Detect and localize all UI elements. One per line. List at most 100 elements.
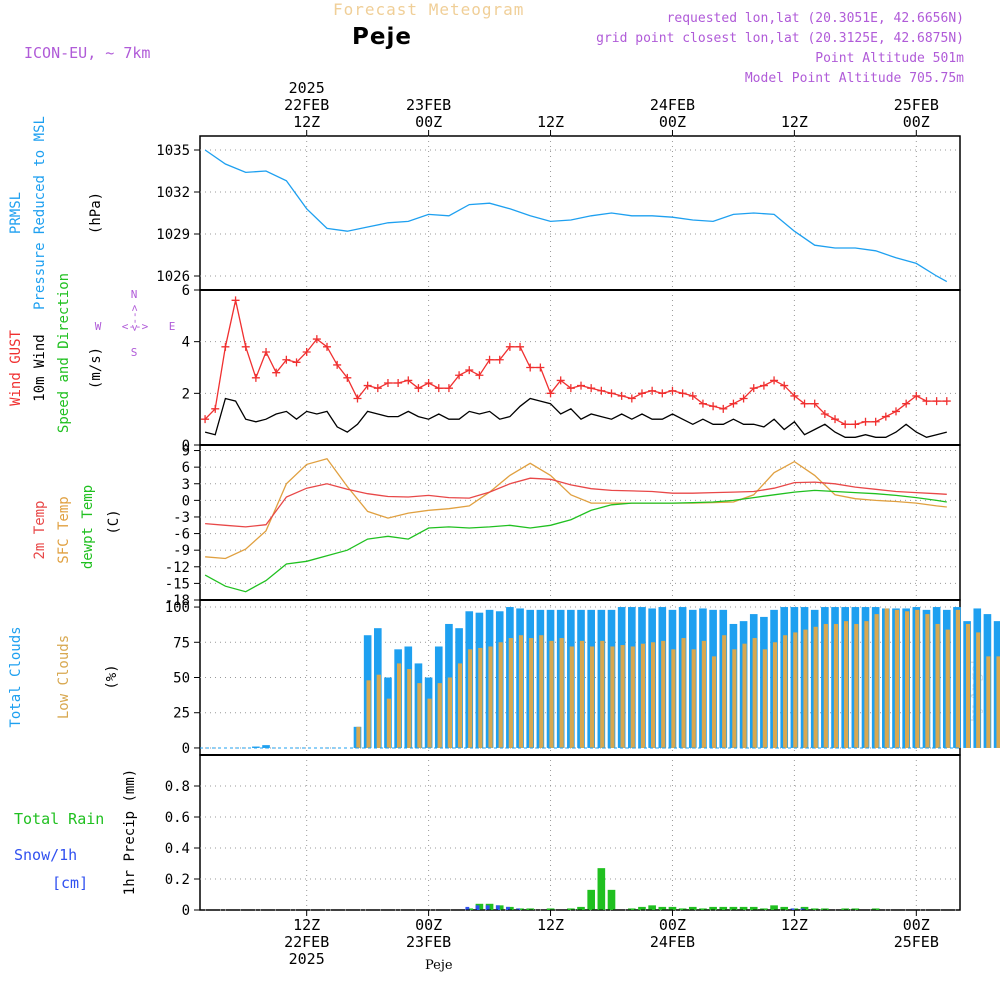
ytick-label-temperature: -3 — [173, 510, 190, 526]
gust-point — [658, 389, 667, 398]
gust-point — [201, 415, 210, 424]
ytick-label-pressure: 1032 — [156, 185, 190, 201]
label-low-clouds: Low Clouds — [56, 635, 72, 719]
gust-point — [394, 379, 403, 387]
rain-bar — [770, 905, 778, 910]
low-cloud-bar — [508, 638, 513, 748]
gust-point — [902, 399, 911, 408]
low-cloud-bar — [630, 646, 635, 748]
total-cloud-bar — [262, 745, 270, 748]
gust-point — [709, 402, 718, 411]
panel-frame-wind — [199, 289, 961, 446]
rain-bar — [688, 906, 697, 910]
gust-point — [241, 342, 250, 351]
low-cloud-bar — [945, 629, 950, 748]
rain-bar — [628, 908, 636, 910]
low-cloud-bar — [793, 632, 798, 748]
low-cloud-bar — [935, 623, 940, 748]
gust-point — [617, 391, 626, 400]
xtick-bottom-date: 22FEB — [284, 933, 329, 951]
label-snow: Snow/1h — [14, 846, 77, 864]
chart-title: Forecast Meteogram — [333, 0, 525, 19]
snow-bar — [495, 905, 500, 910]
gust-point — [444, 384, 453, 393]
xtick-top-hour: 00Z — [415, 113, 442, 131]
xtick-bottom-date: 23FEB — [406, 933, 451, 951]
low-cloud-bar — [986, 656, 991, 748]
gust-point — [698, 399, 707, 408]
ytick-label-temperature: 6 — [182, 460, 190, 476]
footer-station: Peje — [425, 958, 453, 973]
snow-bar — [506, 906, 510, 910]
xtick-bottom-date: 25FEB — [894, 933, 939, 951]
low-cloud-bar — [671, 649, 676, 748]
gust-point — [841, 420, 850, 429]
label-sfc-temp: SFC Temp — [56, 496, 72, 563]
rain-bar — [719, 906, 728, 910]
gust-point — [668, 386, 677, 395]
low-cloud-bar — [640, 643, 646, 748]
compass-east: E — [169, 320, 176, 333]
model-point-altitude: Model Point Altitude 705.75m — [744, 71, 964, 86]
xtick-top-date: 24FEB — [650, 96, 695, 114]
xtick-bottom-hour: 00Z — [903, 916, 930, 934]
ytick-label-wind: 2 — [182, 386, 190, 402]
label-prmsl: PRMSL — [8, 192, 24, 234]
rain-bar — [668, 906, 677, 910]
gust-point — [881, 412, 890, 421]
rain-bar — [821, 908, 829, 910]
low-cloud-bar — [884, 608, 889, 748]
gust-point — [485, 355, 494, 364]
xtick-top-date: 23FEB — [406, 96, 451, 114]
low-cloud-bar — [518, 635, 524, 748]
snow-bar — [465, 906, 470, 910]
series-2m-temp — [205, 477, 947, 528]
low-cloud-bar — [864, 621, 869, 748]
series-wind-gust — [204, 300, 947, 425]
low-cloud-bar — [813, 626, 818, 748]
xtick-bottom-hour: 12Z — [781, 916, 808, 934]
xtick-top-hour: 00Z — [903, 113, 930, 131]
rain-bar — [567, 908, 575, 910]
gust-point — [566, 384, 575, 393]
gust-point — [922, 397, 931, 406]
low-cloud-bar — [844, 621, 849, 748]
label-dewpt-temp: dewpt Temp — [80, 485, 96, 569]
gust-point — [861, 417, 870, 426]
gust-point — [759, 381, 768, 390]
low-cloud-bar — [539, 635, 544, 748]
low-cloud-bar — [498, 642, 503, 748]
gust-point — [272, 368, 281, 377]
rain-bar — [709, 906, 717, 910]
compass-north: N — [131, 288, 138, 301]
rain-bar — [729, 906, 738, 910]
ytick-label-temperature: -9 — [173, 543, 190, 559]
gust-point — [780, 381, 789, 390]
gridpoint-lonlat: grid point closest lon,lat (20.3125E, 42… — [596, 31, 964, 46]
ytick-label-precip: 0.6 — [165, 810, 190, 826]
label-10m-wind: 10m Wind — [32, 334, 48, 401]
rain-bar — [638, 906, 646, 910]
rain-bar — [739, 906, 748, 910]
ytick-label-wind: 4 — [182, 335, 190, 351]
gust-point — [262, 348, 271, 356]
low-cloud-bar — [965, 623, 971, 748]
snow-bar — [800, 908, 805, 910]
station-name: Peje — [352, 24, 412, 50]
series-dewpt-temp — [204, 489, 947, 593]
ytick-label-clouds: 100 — [165, 600, 190, 616]
gust-point — [333, 360, 342, 369]
gust-point — [302, 348, 311, 356]
point-altitude: Point Altitude 501m — [815, 51, 964, 66]
low-cloud-bar — [417, 683, 422, 748]
low-cloud-bar — [447, 677, 452, 748]
gust-point — [932, 397, 941, 406]
low-cloud-bar — [559, 638, 564, 748]
series-10m-wind — [204, 397, 947, 438]
gust-point — [383, 379, 392, 387]
gust-point — [800, 399, 809, 408]
low-cloud-bar — [722, 635, 727, 748]
low-cloud-bar — [661, 640, 666, 748]
gust-point — [373, 384, 382, 393]
